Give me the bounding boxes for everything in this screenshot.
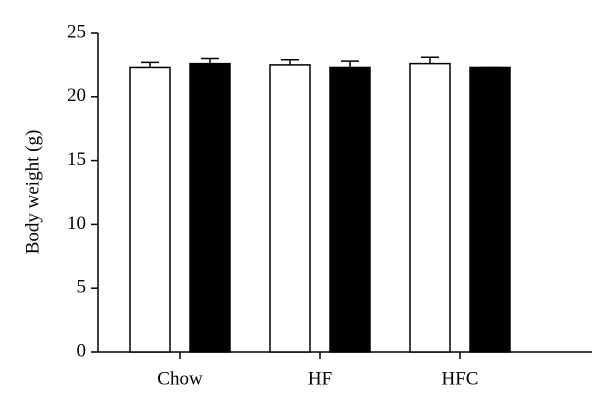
y-tick-label: 15 <box>67 149 86 170</box>
bar <box>329 66 371 353</box>
x-tick-label: HF <box>308 368 332 389</box>
bar <box>469 66 511 353</box>
y-tick-label: 25 <box>67 21 86 42</box>
bar <box>269 64 311 353</box>
y-axis-label: Body weight (g) <box>22 130 43 255</box>
x-tick-label: HFC <box>442 368 479 389</box>
bar <box>129 66 171 353</box>
bar <box>189 62 231 353</box>
y-tick-label: 20 <box>67 85 86 106</box>
y-tick-label: 0 <box>77 340 87 361</box>
bar <box>409 62 451 353</box>
y-tick-label: 10 <box>67 213 86 234</box>
y-tick-label: 5 <box>77 277 87 298</box>
x-tick-label: Chow <box>157 368 203 389</box>
